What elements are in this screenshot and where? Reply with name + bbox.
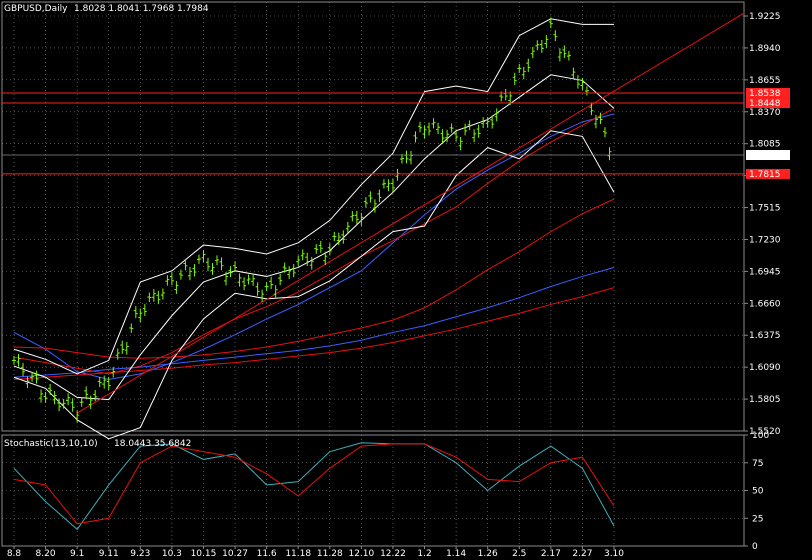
- moving-average-line-2: [13, 198, 615, 359]
- x-tick-label: 9.1: [70, 549, 84, 559]
- y-tick-label: 1.6090: [749, 363, 781, 373]
- y-tick-label: 1.9225: [749, 12, 781, 22]
- y-tick-label: 1.5805: [749, 395, 781, 405]
- moving-average-line-0: [13, 113, 615, 380]
- x-tick-label: 2.17: [541, 549, 561, 559]
- x-tick-label: 1.26: [478, 549, 498, 559]
- oscillator-values: 18.0443 35.6842: [114, 439, 191, 449]
- x-tick-label: 9.11: [99, 549, 119, 559]
- moving-average-line-3: [13, 266, 615, 378]
- y-tick-label: 1.5520: [749, 427, 781, 437]
- price-level-tag: [746, 87, 790, 98]
- y-tick-label: 1.7230: [749, 235, 781, 245]
- bollinger-bb-lower-line: [13, 130, 615, 440]
- x-tick-label: 12.10: [348, 549, 374, 559]
- x-tick-label: 11.6: [257, 549, 277, 559]
- bollinger-bb-middle-line: [13, 74, 615, 401]
- x-tick-label: 1.14: [446, 549, 466, 559]
- oscillator-title: Stochastic(13,10,10): [4, 439, 98, 449]
- x-tick-label: 8.20: [36, 549, 56, 559]
- price-level-label: 1.8448: [749, 99, 781, 109]
- x-tick-label: 2.5: [512, 549, 526, 559]
- moving-average-line-1: [13, 107, 615, 375]
- trendline[interactable]: [76, 12, 745, 414]
- price-level-tag: [746, 98, 790, 109]
- x-tick-label: 12.22: [380, 549, 406, 559]
- y-tick-label: 1.8655: [749, 76, 781, 86]
- y-tick-label: 1.6375: [749, 331, 781, 341]
- x-tick-label: 1.2: [417, 549, 431, 559]
- y-tick-label: 1.8085: [749, 140, 781, 150]
- ohlc-readout: 1.8028 1.8041 1.7968 1.7984: [74, 4, 209, 14]
- x-tick-label: 11.18: [285, 549, 311, 559]
- oscillator-y-tick-label: 100: [752, 431, 769, 441]
- x-tick-label: 10.15: [191, 549, 217, 559]
- current-price-tag: [746, 150, 790, 161]
- x-tick-label: 3.10: [604, 549, 624, 559]
- oscillator-y-tick-label: 75: [752, 459, 763, 469]
- chart-title: GBPUSD,Daily: [4, 4, 68, 14]
- price-level-label: 1.7815: [749, 170, 781, 180]
- y-tick-label: 1.8940: [749, 44, 781, 54]
- x-tick-label: 11.28: [317, 549, 343, 559]
- stochastic-main-line: [13, 442, 615, 531]
- oscillator-y-tick-label: 25: [752, 514, 763, 524]
- price-pane-frame: [1, 1, 745, 432]
- stochastic-signal-line: [13, 443, 615, 525]
- x-tick-label: 8.8: [7, 549, 22, 559]
- price-level-label: 1.8538: [749, 89, 781, 99]
- x-tick-label: 2.27: [572, 549, 592, 559]
- moving-average-line-4: [13, 287, 615, 380]
- oscillator-pane-frame: [1, 434, 745, 547]
- x-tick-label: 10.27: [222, 549, 248, 559]
- oscillator-y-tick-label: 0: [752, 542, 758, 552]
- y-tick-label: 1.8370: [749, 108, 781, 118]
- x-tick-label: 10.3: [162, 549, 182, 559]
- price-level-tag: [746, 168, 790, 179]
- current-price-label: 1.7984: [749, 151, 781, 161]
- oscillator-y-tick-label: 50: [752, 487, 764, 497]
- y-tick-label: 1.7515: [749, 204, 781, 214]
- bollinger-bb-upper-line: [13, 18, 614, 375]
- y-tick-label: 1.6660: [749, 299, 781, 309]
- y-tick-label: 1.6945: [749, 267, 781, 277]
- x-tick-label: 9.23: [130, 549, 150, 559]
